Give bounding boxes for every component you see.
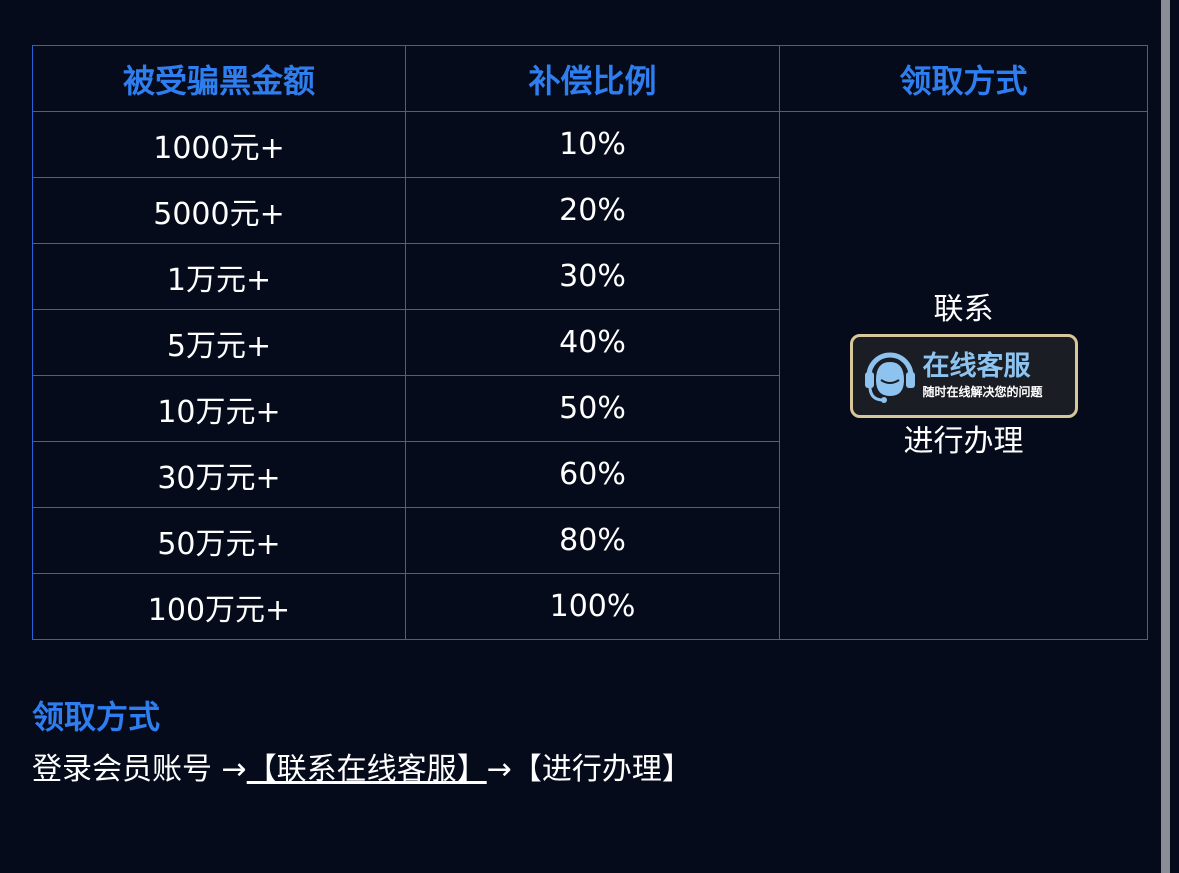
method-after: 进行办理: [903, 423, 1024, 459]
amount-cell: 5万元+: [32, 309, 406, 376]
contact-service-link[interactable]: 【联系在线客服】: [246, 752, 487, 787]
header-method: 领取方式: [779, 45, 1148, 112]
steps-line: 登录会员账号 →【联系在线客服】→【进行办理】: [32, 744, 692, 788]
table-row: 5万元+ 40%: [32, 309, 1148, 376]
scrollbar[interactable]: [1161, 0, 1170, 873]
amount-cell: 100万元+: [32, 573, 406, 640]
amount-cell: 50万元+: [32, 507, 406, 574]
compensation-table: 被受骗黑金额 补偿比例 领取方式 1000元+ 10% 联系 在线客服: [32, 45, 1148, 640]
amount-cell: 1000元+: [32, 111, 406, 178]
ratio-cell: 10%: [405, 111, 780, 178]
ratio-cell: 60%: [405, 441, 780, 508]
ratio-cell: 30%: [405, 243, 780, 310]
amount-cell: 5000元+: [32, 177, 406, 244]
header-amount: 被受骗黑金额: [32, 45, 406, 112]
step-login: 登录会员账号 →: [32, 752, 247, 787]
table-row: 30万元+ 60%: [32, 441, 1148, 508]
amount-cell: 30万元+: [32, 441, 406, 508]
online-service-button[interactable]: 在线客服 随时在线解决您的问题: [849, 333, 1078, 418]
table-row: 1000元+ 10% 联系 在线客服 随时在线解决您的问题 进行: [32, 111, 1148, 640]
section-title: 领取方式: [32, 698, 161, 736]
table-row: 100万元+ 100%: [32, 573, 1148, 640]
header-ratio: 补偿比例: [405, 45, 780, 112]
method-before: 联系: [933, 291, 994, 327]
amount-cell: 1万元+: [32, 243, 406, 310]
table-row: 5000元+ 20%: [32, 177, 1148, 244]
amount-cell: 10万元+: [32, 375, 406, 442]
ratio-cell: 50%: [405, 375, 780, 442]
table-row: 50万元+ 80%: [32, 507, 1148, 574]
ratio-cell: 20%: [405, 177, 780, 244]
badge-subtitle: 随时在线解决您的问题: [922, 384, 1043, 399]
ratio-cell: 80%: [405, 507, 780, 574]
ratio-cell: 100%: [405, 573, 780, 640]
table-header-row: 被受骗黑金额 补偿比例 领取方式: [32, 45, 1148, 112]
ratio-cell: 40%: [405, 309, 780, 376]
step-process: →【进行办理】: [486, 752, 692, 787]
method-cell: 联系 在线客服 随时在线解决您的问题 进行办理: [779, 111, 1148, 640]
headset-agent-icon: [864, 352, 915, 403]
badge-title: 在线客服: [922, 350, 1031, 382]
